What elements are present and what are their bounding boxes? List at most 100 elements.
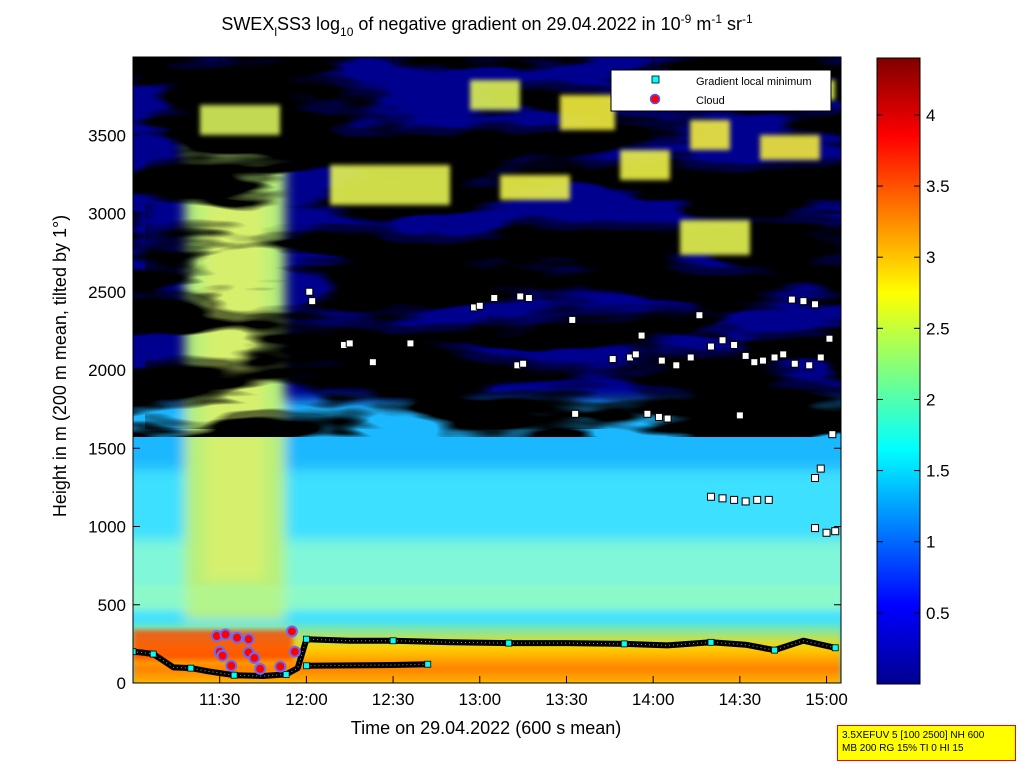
x-axis-label: Time on 29.04.2022 (600 s mean) xyxy=(351,718,622,738)
gradient-minimum-marker xyxy=(730,340,739,349)
y-tick-label: 2000 xyxy=(88,361,126,380)
y-tick-label: 500 xyxy=(98,596,126,615)
gradient-minimum-marker xyxy=(519,359,528,368)
gradient-minimum-marker xyxy=(657,356,666,365)
legend-cloud-label: Cloud xyxy=(696,95,725,107)
cloud-marker xyxy=(274,660,287,673)
gradient-minimum-marker xyxy=(345,339,354,348)
cloud-marker xyxy=(248,651,261,664)
boundary-minimum-marker xyxy=(302,662,310,670)
boundary-minimum-marker xyxy=(149,650,157,658)
heatmap xyxy=(133,57,841,683)
boundary-minimum-marker xyxy=(187,664,195,672)
cloud-marker xyxy=(225,659,238,672)
gradient-minimum-marker xyxy=(816,464,825,473)
cloud-marker xyxy=(285,625,298,638)
boundary-minimum-marker xyxy=(424,660,432,668)
boundary-minimum-marker xyxy=(282,670,290,678)
gradient-minimum-marker xyxy=(631,350,640,359)
gradient-minimum-marker xyxy=(475,301,484,310)
x-tick-label: 12:00 xyxy=(285,690,328,709)
boundary-minimum-marker xyxy=(707,638,715,646)
gradient-minimum-marker xyxy=(305,287,314,296)
gradient-minimum-marker xyxy=(810,524,819,533)
legend: Gradient local minimum Cloud xyxy=(610,69,832,112)
gradient-minimum-marker xyxy=(764,495,773,504)
gradient-minimum-marker xyxy=(810,473,819,482)
gradient-minimum-marker xyxy=(822,528,831,537)
cloud-marker xyxy=(231,631,244,644)
gradient-minimum-marker xyxy=(663,414,672,423)
gradient-minimum-marker xyxy=(568,315,577,324)
y-axis: 0 500 1000 1500 2000 2500 3000 3500 xyxy=(88,126,841,693)
gradient-minimum-marker xyxy=(779,350,788,359)
boundary-minimum-marker xyxy=(620,640,628,648)
colorbar-tick-label: 3.5 xyxy=(926,177,950,196)
cloud-points xyxy=(210,625,301,675)
gradient-minimum-marker xyxy=(608,355,617,364)
processing-info-line-1: 3.5XEFUV 5 [100 2500] NH 600 xyxy=(842,730,985,741)
gradient-minimum-marker xyxy=(799,297,808,306)
x-tick-label: 15:00 xyxy=(805,690,848,709)
gradient-minimum-marker xyxy=(706,492,715,501)
gradient-minimum-marker xyxy=(406,339,415,348)
gradient-minimum-marker xyxy=(741,351,750,360)
gradient-minimum-marker xyxy=(810,300,819,309)
gradient-minimum-marker xyxy=(516,292,525,301)
gradient-minimum-marker xyxy=(735,411,744,420)
legend-minimum-label: Gradient local minimum xyxy=(696,76,812,88)
x-tick-label: 13:30 xyxy=(545,690,588,709)
layer-boundary-lines xyxy=(133,636,836,679)
y-tick-label: 3000 xyxy=(88,205,126,224)
gradient-minimum-marker xyxy=(686,353,695,362)
cloud-marker xyxy=(288,645,301,658)
gradient-minimum-marker xyxy=(816,353,825,362)
colorbar-tick-label: 0.5 xyxy=(926,604,950,623)
colorbar-tick-label: 2 xyxy=(926,390,935,409)
gradient-minimum-marker xyxy=(695,311,704,320)
gradient-minimum-marker xyxy=(368,358,377,367)
gradient-minimum-marker xyxy=(672,361,681,370)
processing-info-box: 3.5XEFUV 5 [100 2500] NH 600 MB 200 RG 1… xyxy=(837,725,1016,761)
y-tick-label: 1500 xyxy=(88,439,126,458)
x-axis: 11:30 12:00 12:30 13:00 13:30 14:00 14:30 15:00 xyxy=(199,57,848,709)
gradient-minimum-marker xyxy=(637,331,646,340)
boundary-minimum-marker xyxy=(133,648,137,656)
x-tick-label: 11:30 xyxy=(199,690,240,709)
gradient-minimum-marker xyxy=(706,342,715,351)
gradient-minimum-marker xyxy=(787,295,796,304)
gradient-minimum-marker xyxy=(741,497,750,506)
legend-cloud-marker xyxy=(649,93,661,105)
gradient-minimum-marker xyxy=(825,334,834,343)
gradient-minimum-marker xyxy=(308,297,317,306)
gradient-minimum-marker xyxy=(831,527,840,536)
legend-minimum-marker xyxy=(651,75,660,84)
cloud-marker xyxy=(219,628,232,641)
boundary-minimum-marker xyxy=(771,646,778,654)
colorbar-tick-label: 4 xyxy=(926,106,935,125)
colorbar-axis: 0.5 1 1.5 2 2.5 3 3.5 4 xyxy=(877,106,950,623)
x-tick-label: 14:00 xyxy=(632,690,675,709)
gradient-minimum-marker xyxy=(718,336,727,345)
legend-box xyxy=(610,69,832,112)
chart-title: SWEXlSS3 log10 of negative gradient on 2… xyxy=(221,12,753,39)
boundary-minimum-marker xyxy=(302,635,310,643)
x-tick-label: 12:30 xyxy=(372,690,415,709)
gradient-minimum-marker xyxy=(524,294,533,303)
colorbar xyxy=(876,57,921,685)
gradient-minimum-marker xyxy=(571,409,580,418)
gradient-minimum-marker xyxy=(805,361,814,370)
boundary-minimum-marker xyxy=(230,671,238,679)
gradient-minimum-marker xyxy=(730,495,739,504)
cloud-marker xyxy=(254,662,267,675)
gradient-minimum-marker xyxy=(753,495,762,504)
cloud-marker xyxy=(216,649,229,662)
x-tick-label: 13:00 xyxy=(459,690,502,709)
gradient-minimum-marker xyxy=(758,356,767,365)
x-tick-label: 14:30 xyxy=(719,690,762,709)
y-tick-label: 0 xyxy=(117,674,126,693)
boundary-minimum-marker xyxy=(831,644,839,652)
gradient-minimum-marker xyxy=(654,412,663,421)
y-tick-label: 1000 xyxy=(88,518,126,537)
